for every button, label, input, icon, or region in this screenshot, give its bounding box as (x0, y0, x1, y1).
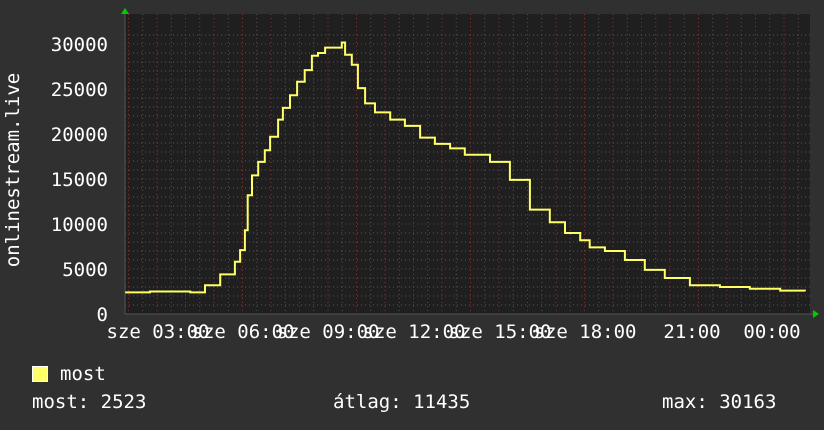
y-tick-label: 5000 (62, 259, 108, 281)
y-tick-label: 30000 (51, 34, 108, 56)
y-tick-label: 15000 (51, 169, 108, 191)
y-tick-label: 10000 (51, 214, 108, 236)
y-tick-label: 20000 (51, 124, 108, 146)
legend-label: most (60, 363, 106, 385)
legend: most (32, 363, 106, 385)
x-tick-label: 00:00 (743, 321, 800, 343)
x-tick-label: sze 09:00 (277, 321, 380, 343)
y-axis-arrow-icon (121, 8, 129, 14)
y-axis-label: onlinestream.live (2, 73, 24, 267)
stat-current: most: 2523 (32, 391, 147, 413)
x-tick-label: sze 06:00 (192, 321, 295, 343)
x-tick-label: sze 12:00 (363, 321, 466, 343)
series-line-most (125, 41, 806, 294)
stat-max: max: 30163 (662, 391, 777, 413)
plot-area (125, 14, 810, 314)
x-tick-label: sze 03:00 (107, 321, 210, 343)
x-axis-arrow-icon (813, 310, 819, 318)
stat-average: átlag: 11435 (333, 391, 471, 413)
x-tick-label: sze 18:00 (534, 321, 637, 343)
x-tick-label: sze 15:00 (449, 321, 552, 343)
y-tick-label: 0 (97, 304, 108, 326)
y-tick-label: 25000 (51, 79, 108, 101)
x-tick-label: 21:00 (663, 321, 720, 343)
legend-swatch (32, 366, 48, 382)
